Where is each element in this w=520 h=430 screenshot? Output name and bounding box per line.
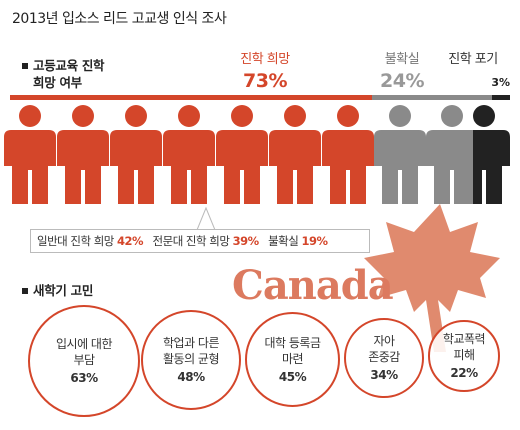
callout-pointer <box>196 206 216 231</box>
category-label-want: 진학 희망 <box>240 52 290 67</box>
concern-circle-1: 입시에 대한 부담 63% <box>28 305 140 417</box>
bar-want <box>10 95 372 100</box>
page-title: 2013년 입소스 리드 고교생 인식 조사 <box>12 11 227 27</box>
breakdown-note: 일반대 진학 희망 42% 전문대 진학 희망 39% 불확실 19% <box>30 229 370 253</box>
concern-circle-3: 대학 등록금 마련 45% <box>245 312 340 407</box>
square-bullet-icon <box>22 62 28 69</box>
concern-circle-5: 학교폭력 피해 22% <box>428 320 500 392</box>
person-icon-want <box>216 105 268 204</box>
value-label-unsure: 24% <box>380 70 424 92</box>
bar-unsure <box>372 95 492 100</box>
section-heading-enrollment: 고등교육 진학 희망 여부 <box>22 57 105 91</box>
canada-watermark: Canada <box>232 262 394 309</box>
person-icons-row <box>4 105 510 204</box>
concern-circle-2: 학업과 다른 활동의 균형 48% <box>141 310 241 410</box>
person-icon-want <box>57 105 109 204</box>
person-icon-want <box>110 105 162 204</box>
breakdown-value-general: 42% <box>117 234 144 248</box>
breakdown-value-unsure: 19% <box>301 234 328 248</box>
category-label-giveup: 진학 포기 <box>448 52 498 67</box>
person-icon-want <box>269 105 321 204</box>
person-icon-unsure <box>458 130 473 204</box>
section-heading-concerns: 새학기 고민 <box>22 282 93 299</box>
concern-circle-4: 자아 존중감 34% <box>344 318 424 398</box>
value-label-giveup: 3% <box>491 76 510 89</box>
value-label-want: 73% <box>243 70 287 92</box>
person-icon-want <box>322 105 374 204</box>
person-icon-unsure <box>374 105 426 204</box>
person-icon-want <box>163 105 215 204</box>
bar-giveup <box>492 95 510 100</box>
square-bullet-icon <box>22 287 28 294</box>
person-icon-want <box>4 105 56 204</box>
person-icon-giveup <box>473 105 510 204</box>
breakdown-value-college: 39% <box>232 234 260 248</box>
category-label-unsure: 불확실 <box>384 52 420 67</box>
